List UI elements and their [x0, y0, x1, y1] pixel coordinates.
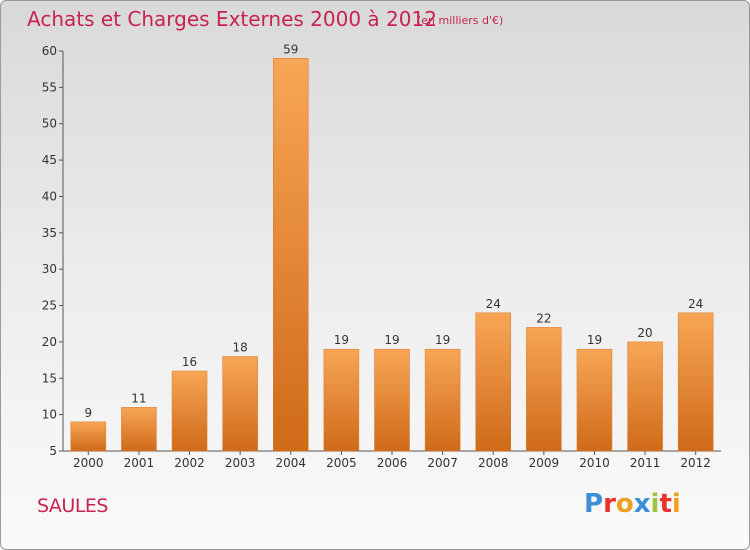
- x-tick-label: 2005: [326, 456, 357, 470]
- x-tick-label: 2000: [73, 456, 104, 470]
- logo-letter: i: [671, 489, 681, 519]
- bar-2009: [526, 327, 562, 452]
- data-label: 24: [486, 297, 501, 311]
- logo-letter: P: [584, 489, 604, 519]
- logo-letter: o: [615, 489, 634, 519]
- data-label: 19: [384, 333, 399, 347]
- bar-2010: [576, 348, 613, 452]
- x-tick-label: 2001: [124, 456, 155, 470]
- x-tick-label: 2007: [427, 456, 458, 470]
- x-tick-label: 2011: [630, 456, 661, 470]
- bar-2012: [677, 312, 714, 452]
- y-tick-label: 35: [42, 226, 57, 240]
- logo-letter: r: [603, 489, 616, 519]
- place-name: SAULES: [37, 495, 108, 517]
- x-tick-label: 2009: [529, 456, 560, 470]
- y-tick-label: 60: [42, 44, 57, 58]
- bar-2007: [424, 348, 461, 452]
- bar-2003: [222, 356, 258, 452]
- y-tick-label: 45: [42, 153, 57, 167]
- x-tick-label: 2012: [680, 456, 711, 470]
- x-tick-label: 2003: [225, 456, 256, 470]
- data-label: 11: [131, 391, 146, 405]
- data-label: 24: [688, 297, 703, 311]
- x-tick-label: 2004: [275, 456, 306, 470]
- data-label: 59: [283, 42, 298, 56]
- data-label: 16: [182, 355, 197, 369]
- data-label: 18: [233, 340, 248, 354]
- bar-2011: [627, 341, 663, 452]
- proxiti-logo: Proxiti: [584, 489, 681, 519]
- bar-2001: [121, 407, 157, 452]
- x-tick-label: 2006: [377, 456, 408, 470]
- y-tick-label: 25: [42, 299, 57, 313]
- data-label: 19: [334, 333, 349, 347]
- bar-2002: [171, 370, 208, 452]
- data-label: 19: [587, 333, 602, 347]
- bar-2004: [273, 58, 309, 452]
- y-tick-label: 10: [42, 408, 57, 422]
- data-label: 19: [435, 333, 450, 347]
- chart-title: Achats et Charges Externes 2000 à 2012: [27, 7, 437, 31]
- logo-letter: t: [659, 489, 672, 519]
- y-tick-label: 30: [42, 262, 57, 276]
- data-label: 20: [637, 326, 652, 340]
- chart-subtitle: (en milliers d'€): [417, 14, 504, 27]
- y-tick-label: 55: [42, 80, 57, 94]
- bar-2000: [70, 421, 107, 452]
- data-label: 9: [84, 406, 92, 420]
- y-tick-label: 15: [42, 371, 57, 385]
- x-tick-label: 2002: [174, 456, 205, 470]
- data-label: 22: [536, 311, 551, 325]
- x-tick-label: 2008: [478, 456, 509, 470]
- x-tick-label: 2010: [579, 456, 610, 470]
- y-tick-label: 40: [42, 189, 57, 203]
- y-tick-label: 50: [42, 117, 57, 131]
- bar-2005: [323, 348, 360, 452]
- y-tick-label: 5: [49, 444, 57, 458]
- logo-letter: x: [633, 489, 651, 519]
- logo-letter: i: [650, 489, 660, 519]
- bar-2008: [475, 312, 511, 452]
- y-tick-label: 20: [42, 335, 57, 349]
- bar-2006: [374, 348, 410, 452]
